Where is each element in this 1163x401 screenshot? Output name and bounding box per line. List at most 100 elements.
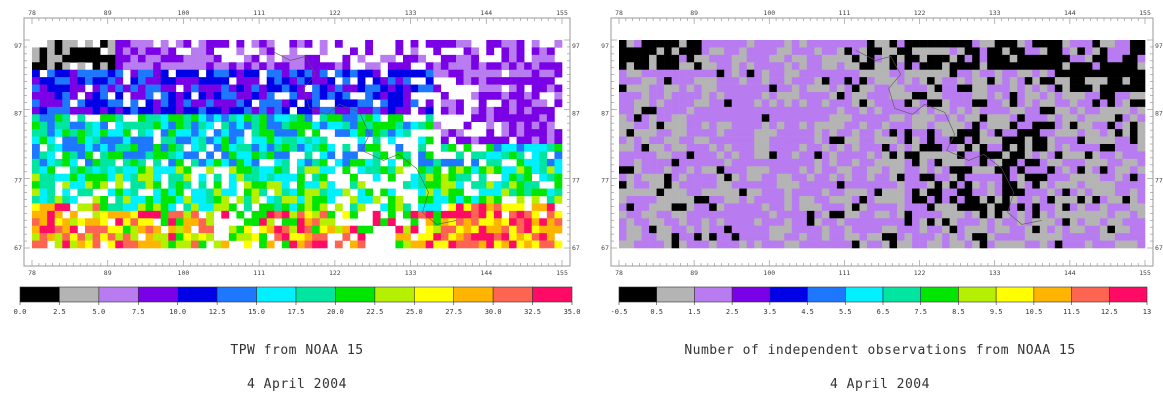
heatmap-cell bbox=[1084, 203, 1093, 212]
heatmap-cell bbox=[546, 114, 555, 123]
heatmap-cell bbox=[524, 218, 533, 227]
heatmap-cell bbox=[1107, 69, 1116, 78]
heatmap-cell bbox=[671, 158, 680, 167]
heatmap-cell bbox=[964, 121, 973, 130]
x-tick-label-bottom: 122 bbox=[914, 269, 926, 277]
heatmap-cell bbox=[649, 99, 657, 108]
heatmap-cell bbox=[919, 62, 928, 71]
heatmap-cell bbox=[619, 136, 627, 145]
heatmap-cell bbox=[701, 196, 710, 204]
plot-frame bbox=[23, 17, 571, 267]
heatmap-cell bbox=[957, 84, 965, 93]
heatmap-cell bbox=[1122, 173, 1131, 182]
heatmap-cell bbox=[493, 106, 502, 115]
heatmap-cell bbox=[626, 144, 635, 152]
heatmap-cell bbox=[221, 188, 230, 197]
heatmap-cell bbox=[897, 144, 905, 152]
heatmap-cell bbox=[686, 144, 695, 152]
heatmap-cell bbox=[259, 129, 268, 137]
heatmap-cell bbox=[546, 196, 555, 204]
heatmap-cell bbox=[501, 121, 510, 130]
heatmap-cell bbox=[138, 196, 146, 204]
heatmap-cell bbox=[546, 54, 555, 63]
heatmap-cell bbox=[350, 196, 358, 204]
heatmap-cell bbox=[380, 129, 389, 137]
heatmap-cell bbox=[130, 151, 139, 160]
heatmap-cell bbox=[686, 47, 695, 56]
heatmap-cell bbox=[1114, 210, 1123, 219]
heatmap-cell bbox=[403, 92, 411, 100]
heatmap-cell bbox=[115, 225, 124, 234]
heatmap-cell bbox=[524, 188, 533, 197]
heatmap-cell bbox=[709, 99, 717, 108]
heatmap-cell bbox=[259, 84, 268, 93]
heatmap-cell bbox=[859, 136, 868, 145]
heatmap-cell bbox=[994, 144, 1003, 152]
heatmap-cell bbox=[471, 54, 480, 63]
heatmap-cell bbox=[304, 77, 313, 85]
heatmap-cell bbox=[1017, 84, 1026, 93]
heatmap-cell bbox=[312, 210, 321, 219]
heatmap-cell bbox=[889, 144, 898, 152]
heatmap-cell bbox=[701, 77, 710, 85]
heatmap-cell bbox=[228, 136, 237, 145]
heatmap-cell bbox=[107, 40, 116, 48]
heatmap-cell bbox=[92, 136, 101, 145]
heatmap-cell bbox=[1024, 210, 1033, 219]
heatmap-cell bbox=[198, 114, 207, 123]
heatmap-cell bbox=[440, 40, 449, 48]
heatmap-cell bbox=[912, 54, 920, 63]
heatmap-cell bbox=[107, 129, 116, 137]
heatmap-cell bbox=[649, 144, 657, 152]
heatmap-cell bbox=[882, 47, 890, 56]
heatmap-cell bbox=[524, 144, 533, 152]
heatmap-cell bbox=[694, 54, 702, 63]
heatmap-cell bbox=[372, 144, 381, 152]
heatmap-cell bbox=[1099, 106, 1108, 115]
heatmap-cell bbox=[716, 166, 725, 175]
heatmap-cell bbox=[138, 114, 146, 123]
heatmap-cell bbox=[1084, 136, 1093, 145]
heatmap-cell bbox=[1137, 136, 1146, 145]
heatmap-cell bbox=[471, 233, 480, 241]
heatmap-cell bbox=[844, 181, 853, 189]
heatmap-cell bbox=[138, 181, 146, 189]
heatmap-cell bbox=[448, 106, 457, 115]
heatmap-cell bbox=[304, 240, 313, 249]
heatmap-cell bbox=[634, 129, 642, 137]
heatmap-cell bbox=[844, 151, 853, 160]
heatmap-cell bbox=[716, 121, 725, 130]
heatmap-cell bbox=[312, 233, 321, 241]
heatmap-cell bbox=[47, 233, 56, 241]
heatmap-cell bbox=[874, 114, 883, 123]
heatmap-cell bbox=[1009, 203, 1018, 212]
heatmap-cell bbox=[357, 136, 366, 145]
heatmap-cell bbox=[524, 136, 533, 145]
heatmap-cell bbox=[32, 77, 40, 85]
heatmap-cell bbox=[198, 129, 207, 137]
heatmap-cell bbox=[1092, 62, 1101, 71]
heatmap-cell bbox=[145, 173, 154, 182]
heatmap-cell bbox=[904, 106, 913, 115]
heatmap-cell bbox=[964, 106, 973, 115]
heatmap-cell bbox=[350, 121, 358, 130]
heatmap-cell bbox=[509, 92, 517, 100]
heatmap-cell bbox=[440, 196, 449, 204]
heatmap-cell bbox=[206, 77, 215, 85]
heatmap-cell bbox=[746, 84, 755, 93]
heatmap-cell bbox=[39, 151, 48, 160]
heatmap-cell bbox=[509, 99, 517, 108]
heatmap-cell bbox=[554, 84, 563, 93]
heatmap-cell bbox=[1039, 210, 1048, 219]
heatmap-cell bbox=[69, 77, 78, 85]
heatmap-cell bbox=[175, 77, 184, 85]
heatmap-cell bbox=[866, 158, 875, 167]
heatmap-cell bbox=[656, 114, 665, 123]
colorbar-tick-label: 25.0 bbox=[406, 308, 423, 316]
heatmap-cell bbox=[183, 181, 192, 189]
heatmap-cell bbox=[904, 181, 913, 189]
heatmap-cell bbox=[769, 144, 778, 152]
heatmap-cell bbox=[709, 218, 717, 227]
heatmap-cell bbox=[425, 203, 434, 212]
heatmap-cell bbox=[619, 106, 627, 115]
